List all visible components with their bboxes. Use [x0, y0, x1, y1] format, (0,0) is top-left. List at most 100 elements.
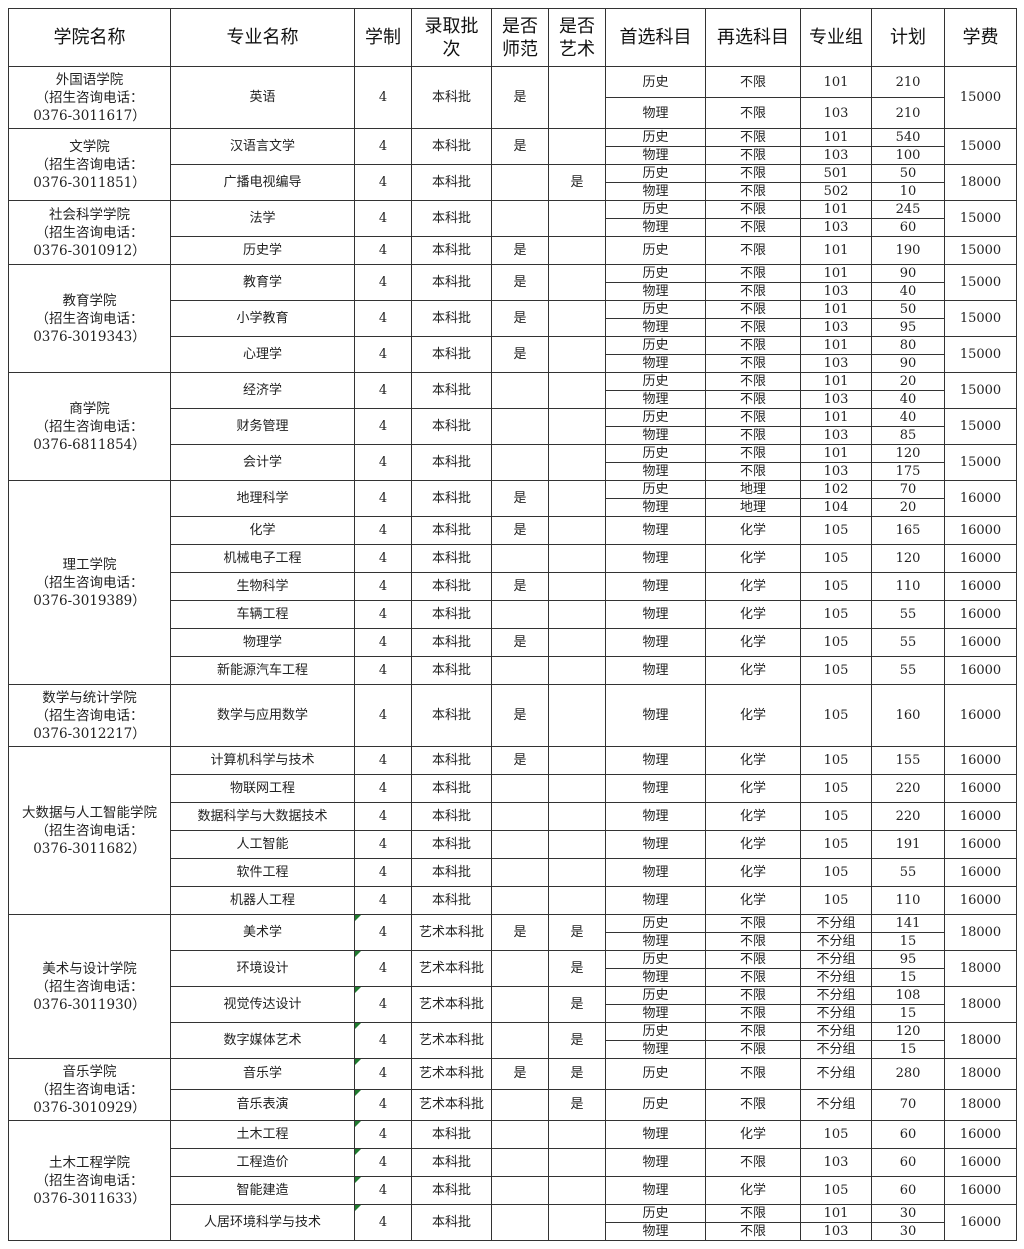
plan-count: 220: [871, 774, 945, 803]
major-name: 财务管理: [170, 408, 355, 445]
first-subject: 物理: [605, 600, 706, 629]
major-name: 美术学: [170, 914, 355, 951]
admission-batch: 本科批: [411, 544, 492, 573]
major-name: 视觉传达设计: [170, 986, 355, 1023]
admission-batch: 艺术本科批: [411, 1089, 492, 1121]
second-subject: 不限: [705, 146, 801, 165]
is-art: [548, 444, 606, 481]
is-normal: [491, 986, 549, 1023]
second-subject: 不限: [705, 164, 801, 183]
second-subject: 不限: [705, 390, 801, 409]
first-subject: 历史: [605, 264, 706, 283]
tuition-fee: 15000: [944, 200, 1017, 237]
major-group: 不分组: [800, 1058, 872, 1090]
plan-count: 95: [871, 318, 945, 337]
is-normal: [491, 200, 549, 237]
header-normal: 是否师范: [491, 8, 549, 67]
second-subject: 化学: [705, 830, 801, 859]
is-art: [548, 480, 606, 517]
admission-batch: 本科批: [411, 480, 492, 517]
tuition-fee: 16000: [944, 572, 1017, 601]
years: 4: [354, 656, 412, 685]
years: 4: [354, 336, 412, 373]
first-subject: 物理: [605, 932, 706, 951]
is-art: [548, 236, 606, 265]
second-subject: 不限: [705, 300, 801, 319]
admission-batch: 艺术本科批: [411, 1058, 492, 1090]
table-row: 社会科学学院 （招生咨询电话： 0376-3010912） 法学 4 本科批 历史 不限 101…: [8, 200, 1017, 265]
tuition-fee: 15000: [944, 66, 1017, 129]
major-name: 会计学: [170, 444, 355, 481]
major-name: 地理科学: [170, 480, 355, 517]
college-name: 大数据与人工智能学院: [22, 804, 157, 821]
first-subject: 物理: [605, 1040, 706, 1059]
major-group: 103: [800, 282, 872, 301]
years: 4: [354, 544, 412, 573]
second-subject: 不限: [705, 1022, 801, 1041]
major-name: 车辆工程: [170, 600, 355, 629]
major-name: 音乐学: [170, 1058, 355, 1090]
first-subject: 历史: [605, 128, 706, 147]
tuition-fee: 15000: [944, 408, 1017, 445]
second-subject: 不限: [705, 408, 801, 427]
major-name: 物联网工程: [170, 774, 355, 803]
plan-count: 110: [871, 886, 945, 915]
college-name: 理工学院: [62, 556, 117, 573]
first-subject: 物理: [605, 572, 706, 601]
tuition-fee: 18000: [944, 1058, 1017, 1090]
years: 4: [354, 572, 412, 601]
table-row: 外国语学院 （招生咨询电话： 0376-3011617） 英语 4 本科批是历史 不限 101…: [8, 66, 1017, 129]
major-group: 103: [800, 218, 872, 237]
major-group: 不分组: [800, 1089, 872, 1121]
table-row: 软件工程 4 本科批 物理 化学 105 55 16000: [9, 858, 1017, 887]
major-name: 广播电视编导: [170, 164, 355, 201]
tuition-fee: 15000: [944, 444, 1017, 481]
is-normal: 是: [491, 628, 549, 657]
plan-count: 95: [871, 950, 945, 969]
major-group: 不分组: [800, 950, 872, 969]
major-group: 105: [800, 656, 872, 685]
table-row: 物理 不限 不分组 15: [9, 932, 1017, 951]
is-art: [548, 516, 606, 545]
is-art: [548, 886, 606, 915]
first-subject: 历史: [605, 480, 706, 499]
major-group: 103: [800, 1222, 872, 1241]
plan-count: 55: [871, 858, 945, 887]
admission-phone-label: （招生咨询电话：: [35, 1172, 144, 1189]
admission-phone-label: （招生咨询电话：: [35, 224, 144, 241]
years: 4: [354, 830, 412, 859]
is-art: [548, 264, 606, 301]
admission-phone-number: 0376-3010912）: [33, 242, 146, 259]
second-subject: 化学: [705, 858, 801, 887]
major-group: 105: [800, 746, 872, 775]
college-name-cell: 土木工程学院 （招生咨询电话： 0376-3011633）: [8, 1120, 171, 1241]
second-subject: 化学: [705, 628, 801, 657]
major-group: 105: [800, 1176, 872, 1205]
tuition-fee: 15000: [944, 264, 1017, 301]
first-subject: 物理: [605, 182, 706, 201]
is-art: [548, 600, 606, 629]
major-group: 105: [800, 684, 872, 747]
college-name-cell: 文学院 （招生咨询电话： 0376-3011851）: [8, 128, 171, 201]
tuition-fee: 15000: [944, 236, 1017, 265]
plan-count: 165: [871, 516, 945, 545]
admission-phone-number: 0376-3011930）: [33, 996, 146, 1013]
second-subject: 不限: [705, 200, 801, 219]
major-group: 101: [800, 300, 872, 319]
major-group: 105: [800, 1120, 872, 1149]
table-row: 物理 不限 103 210: [9, 97, 1017, 129]
table-body: 外国语学院 （招生咨询电话： 0376-3011617） 英语 4 本科批是历史 不限 101…: [8, 66, 1017, 1241]
college-name-cell: 外国语学院 （招生咨询电话： 0376-3011617）: [8, 66, 171, 129]
is-art: [548, 774, 606, 803]
first-subject: 历史: [605, 1022, 706, 1041]
years: 4: [354, 164, 412, 201]
second-subject: 不限: [705, 66, 801, 98]
plan-count: 55: [871, 628, 945, 657]
table-row: 智能建造 4 本科批 物理 化学 105 60 16000: [9, 1176, 1017, 1205]
second-subject: 化学: [705, 774, 801, 803]
second-subject: 地理: [705, 498, 801, 517]
second-subject: 化学: [705, 746, 801, 775]
header-college: 学院名称: [8, 8, 171, 67]
second-subject: 不限: [705, 354, 801, 373]
first-subject: 物理: [605, 830, 706, 859]
